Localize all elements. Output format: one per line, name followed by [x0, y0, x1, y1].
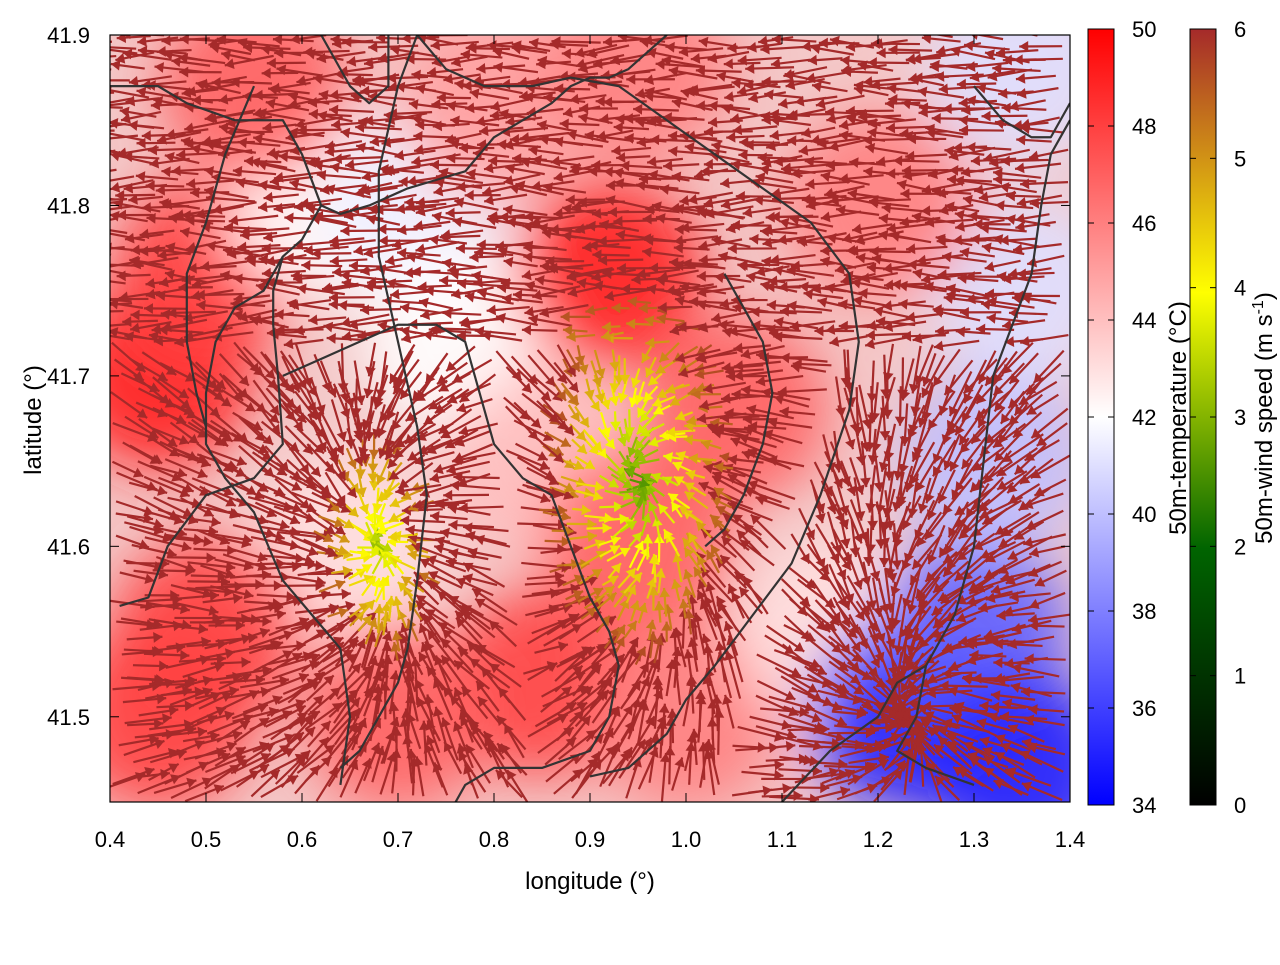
plot-area	[63, 0, 1117, 863]
